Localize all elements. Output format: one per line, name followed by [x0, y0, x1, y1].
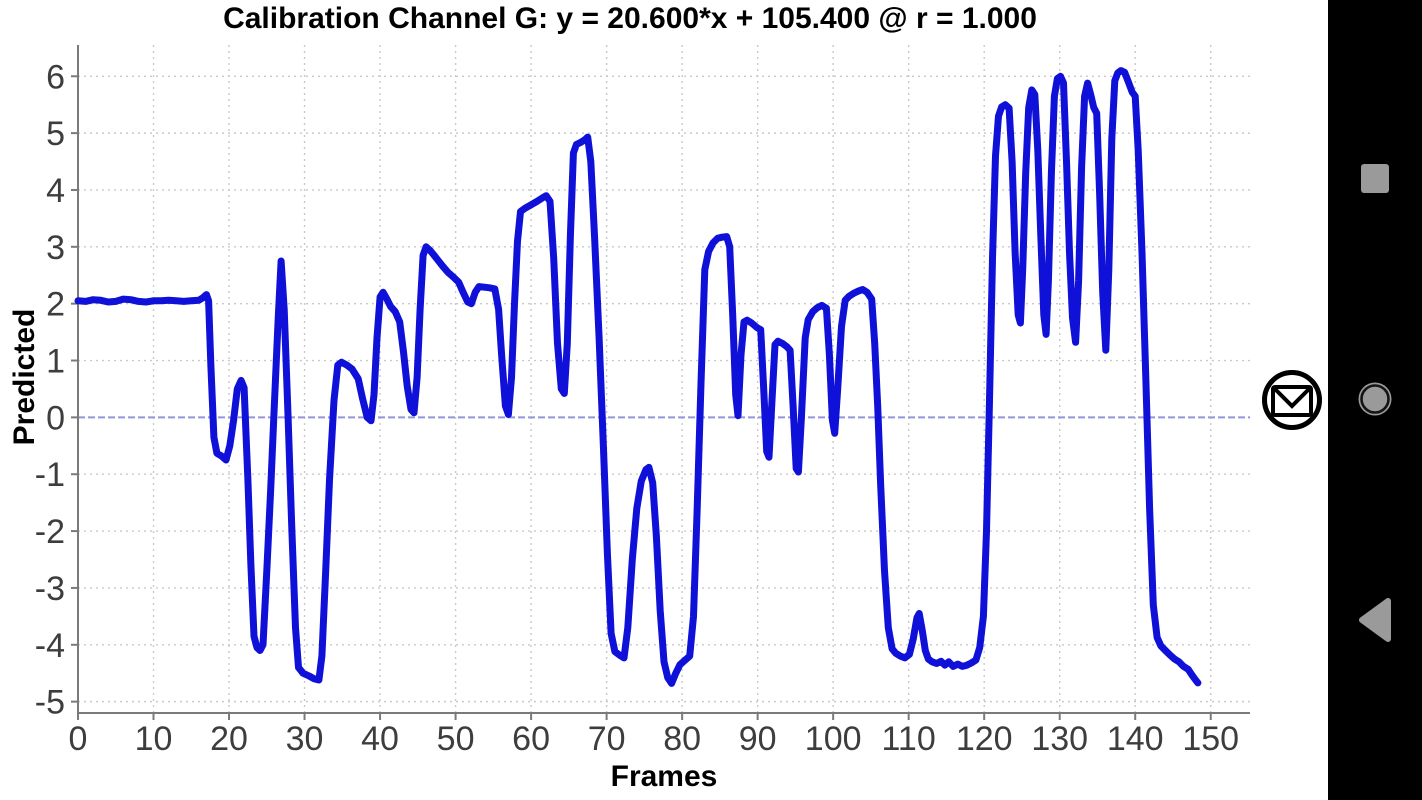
- x-tick-label: 20: [210, 720, 248, 758]
- recent-apps-button[interactable]: [1328, 138, 1422, 218]
- x-tick-label: 0: [69, 720, 88, 758]
- email-icon-flap: [1273, 387, 1311, 409]
- back-button[interactable]: [1328, 580, 1422, 660]
- data-line: [74, 67, 1202, 687]
- recent-apps-square-icon: [1361, 163, 1389, 193]
- y-tick-label: -2: [35, 513, 65, 551]
- calibration-line-chart: 0 10 20 30 40 50 60 70 80 90 100 110 120 130 140 150-5-…: [35, 45, 1250, 758]
- x-tick-label: 80: [663, 720, 701, 758]
- x-tick-label: 30: [286, 720, 324, 758]
- x-tick-label: 100: [805, 720, 862, 758]
- x-tick-label: 110: [882, 720, 936, 758]
- y-tick-label: 0: [46, 399, 65, 437]
- back-triangle-icon: [1359, 598, 1391, 642]
- y-tick-label: -1: [35, 456, 65, 494]
- home-button[interactable]: [1328, 359, 1422, 439]
- y-tick-label: 6: [46, 58, 65, 96]
- x-tick-label: 10: [135, 720, 173, 758]
- y-tick-label: 1: [46, 343, 65, 381]
- y-tick-label: -5: [35, 684, 65, 722]
- x-tick-label: 60: [512, 720, 550, 758]
- home-circle-icon: [1358, 382, 1392, 416]
- y-tick-label: 4: [46, 172, 65, 210]
- y-tick-label: -3: [35, 570, 65, 608]
- android-nav-bar: [1328, 0, 1422, 800]
- x-tick-label: 150: [1182, 720, 1239, 758]
- x-tick-label: 40: [361, 720, 399, 758]
- y-tick-label: 5: [46, 115, 65, 153]
- x-tick-label: 130: [1031, 720, 1088, 758]
- x-tick-label: 90: [739, 720, 777, 758]
- x-tick-label: 120: [956, 720, 1013, 758]
- y-tick-label: 3: [46, 229, 65, 267]
- x-tick-label: 70: [588, 720, 626, 758]
- y-tick-label: 2: [46, 286, 65, 324]
- x-tick-label: 140: [1107, 720, 1164, 758]
- email-notification-icon[interactable]: [1261, 369, 1323, 431]
- y-tick-label: -4: [35, 627, 65, 665]
- chart-title: Calibration Channel G: y = 20.600*x + 10…: [223, 2, 1037, 35]
- x-tick-label: 50: [437, 720, 475, 758]
- x-axis-label: Frames: [610, 760, 718, 793]
